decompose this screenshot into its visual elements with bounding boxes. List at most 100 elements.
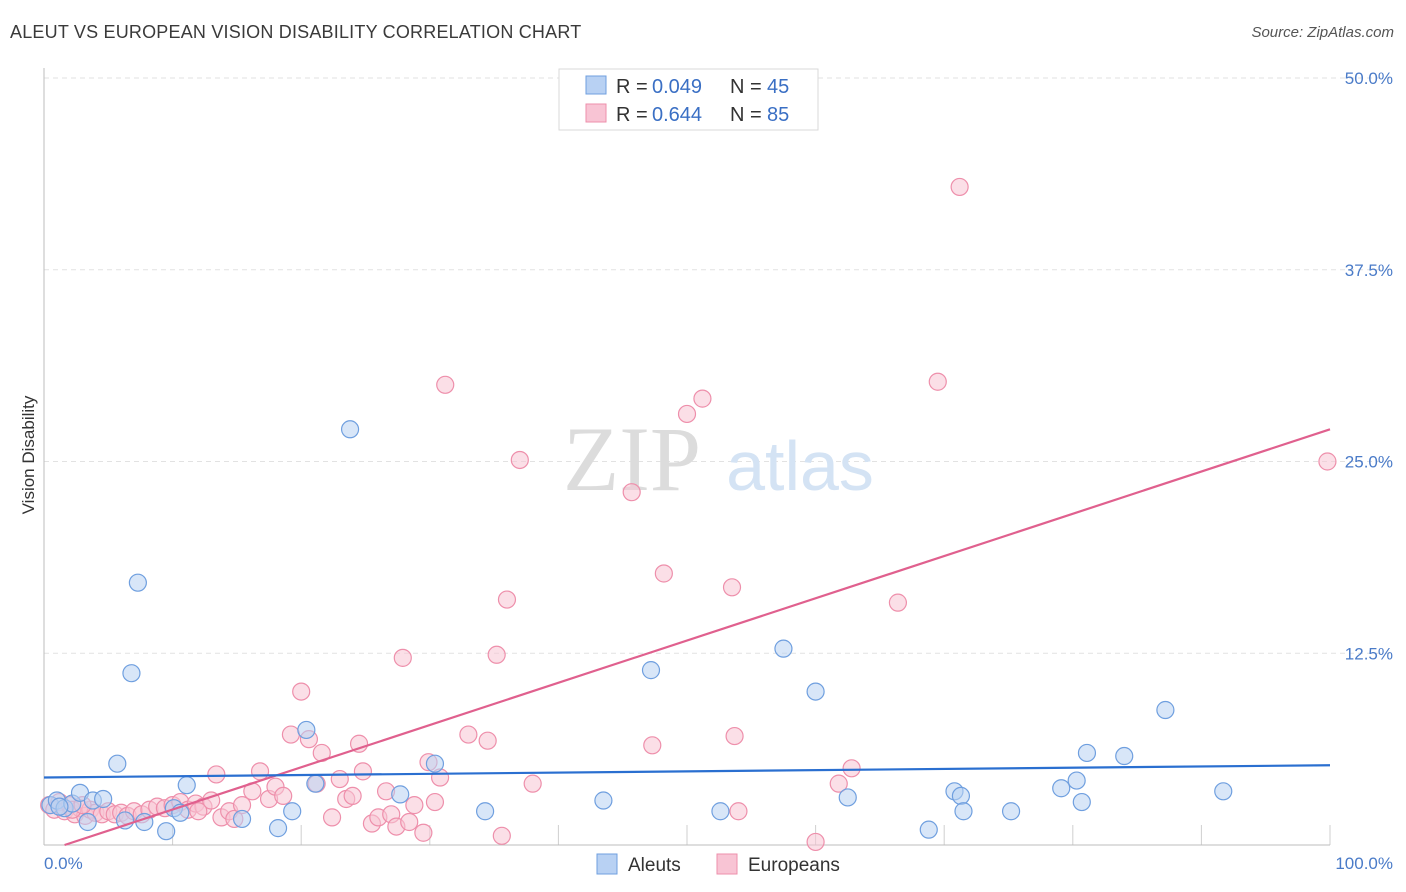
european-point-36 [281, 725, 301, 744]
aleut-point-32 [919, 820, 938, 839]
aleut-point-7 [94, 789, 113, 809]
y-tick-label-0: 12.5% [1345, 644, 1393, 663]
european-point-64 [497, 590, 517, 609]
european-point-75 [806, 832, 825, 852]
european-point-72 [722, 578, 742, 597]
aleut-point-25 [475, 802, 495, 821]
european-point-57 [425, 792, 445, 812]
european-point-35 [274, 786, 293, 806]
european-point-53 [400, 812, 419, 832]
aleut-point-19 [283, 802, 302, 821]
aleut-point-35 [954, 802, 973, 821]
aleut-point-41 [1115, 746, 1134, 766]
european-point-61 [478, 731, 497, 750]
aleut-point-26 [594, 791, 613, 810]
aleut-point-42 [1156, 700, 1175, 720]
aleut-point-22 [340, 420, 360, 439]
aleut-point-31 [838, 788, 857, 807]
european-legend-swatch [585, 103, 607, 123]
y-tick-label-2: 37.5% [1345, 261, 1393, 280]
aleut-r-value: 0.049 [652, 76, 702, 98]
european-point-26 [207, 765, 226, 784]
aleut-point-37 [1052, 779, 1071, 798]
grid-lines [44, 77, 1392, 845]
european-point-66 [523, 774, 542, 793]
european-point-73 [725, 726, 744, 746]
x-tick-label-0: 0.0% [44, 854, 83, 873]
european-point-63 [487, 645, 506, 664]
european-n-value: 85 [767, 104, 789, 126]
european-point-70 [677, 404, 697, 424]
european-r-value: 0.644 [652, 104, 702, 126]
aleut-point-40 [1077, 743, 1097, 763]
aleut-point-5 [78, 812, 97, 832]
aleut-point-43 [1214, 782, 1233, 801]
aleut-point-10 [122, 664, 141, 683]
legend-label-aleuts: Aleuts [628, 855, 681, 876]
legend-label-europeans: Europeans [748, 855, 840, 876]
aleut-point-30 [806, 682, 825, 701]
european-r-label: R = [616, 104, 648, 126]
european-point-54 [405, 796, 424, 815]
aleut-n-label: N = [730, 76, 762, 98]
aleut-point-28 [711, 802, 730, 821]
european-point-78 [888, 593, 908, 612]
european-point-74 [729, 802, 748, 821]
european-point-55 [414, 823, 433, 842]
aleut-point-16 [177, 776, 196, 795]
european-point-81 [1318, 452, 1337, 471]
aleut-point-8 [108, 754, 127, 773]
european-point-42 [330, 769, 349, 789]
chart-title: ALEUT VS EUROPEAN VISION DISABILITY CORR… [10, 22, 582, 42]
aleut-points [41, 420, 1233, 841]
european-point-60 [459, 725, 478, 744]
series-legend: Aleuts Europeans [596, 853, 840, 876]
aleut-point-23 [391, 785, 410, 804]
european-point-76 [829, 774, 848, 793]
european-point-80 [950, 177, 969, 197]
european-point-77 [842, 759, 861, 778]
european-point-44 [343, 786, 362, 806]
stats-legend: R = 0.049 N = 45 R = 0.644 N = 85 [558, 68, 819, 131]
european-point-32 [250, 762, 270, 781]
european-point-84 [189, 802, 208, 821]
european-point-62 [492, 826, 511, 845]
x-tick-labels: 0.0% 100.0% [44, 854, 1393, 873]
watermark: ZIP atlas [563, 408, 874, 510]
european-point-67 [622, 483, 641, 502]
aleut-point-39 [1072, 792, 1091, 812]
legend-swatch-europeans [716, 853, 738, 875]
x-tick-label-1: 100.0% [1335, 854, 1393, 873]
european-n-label: N = [730, 104, 762, 126]
aleut-point-44 [50, 797, 69, 816]
aleut-trend-line [43, 764, 1331, 779]
aleut-point-18 [268, 819, 288, 838]
axes [43, 68, 1330, 846]
aleut-point-20 [297, 720, 316, 740]
aleut-point-36 [1001, 802, 1021, 821]
aleut-r-label: R = [616, 76, 648, 98]
european-point-79 [928, 372, 947, 391]
european-point-52 [393, 648, 412, 667]
european-points [40, 177, 1337, 852]
legend-swatch-aleuts [596, 853, 618, 875]
aleut-point-17 [232, 809, 252, 829]
aleut-point-34 [951, 786, 971, 806]
y-tick-label-1: 25.0% [1345, 453, 1393, 472]
aleut-point-24 [425, 754, 445, 773]
y-tick-labels: 12.5% 25.0% 37.5% 50.0% [1345, 69, 1393, 663]
european-point-46 [353, 762, 373, 781]
aleut-point-38 [1067, 771, 1086, 790]
european-point-71 [693, 389, 712, 408]
trend-lines [43, 428, 1331, 847]
european-point-68 [643, 736, 662, 755]
source-label: Source: ZipAtlas.com [1251, 24, 1394, 41]
watermark-atlas: atlas [726, 427, 874, 505]
aleut-point-27 [641, 661, 661, 680]
european-point-41 [322, 808, 342, 827]
aleut-legend-swatch [585, 75, 607, 95]
european-point-69 [654, 564, 673, 583]
european-point-59 [436, 375, 455, 394]
european-point-37 [292, 682, 311, 701]
aleut-point-11 [128, 573, 147, 592]
